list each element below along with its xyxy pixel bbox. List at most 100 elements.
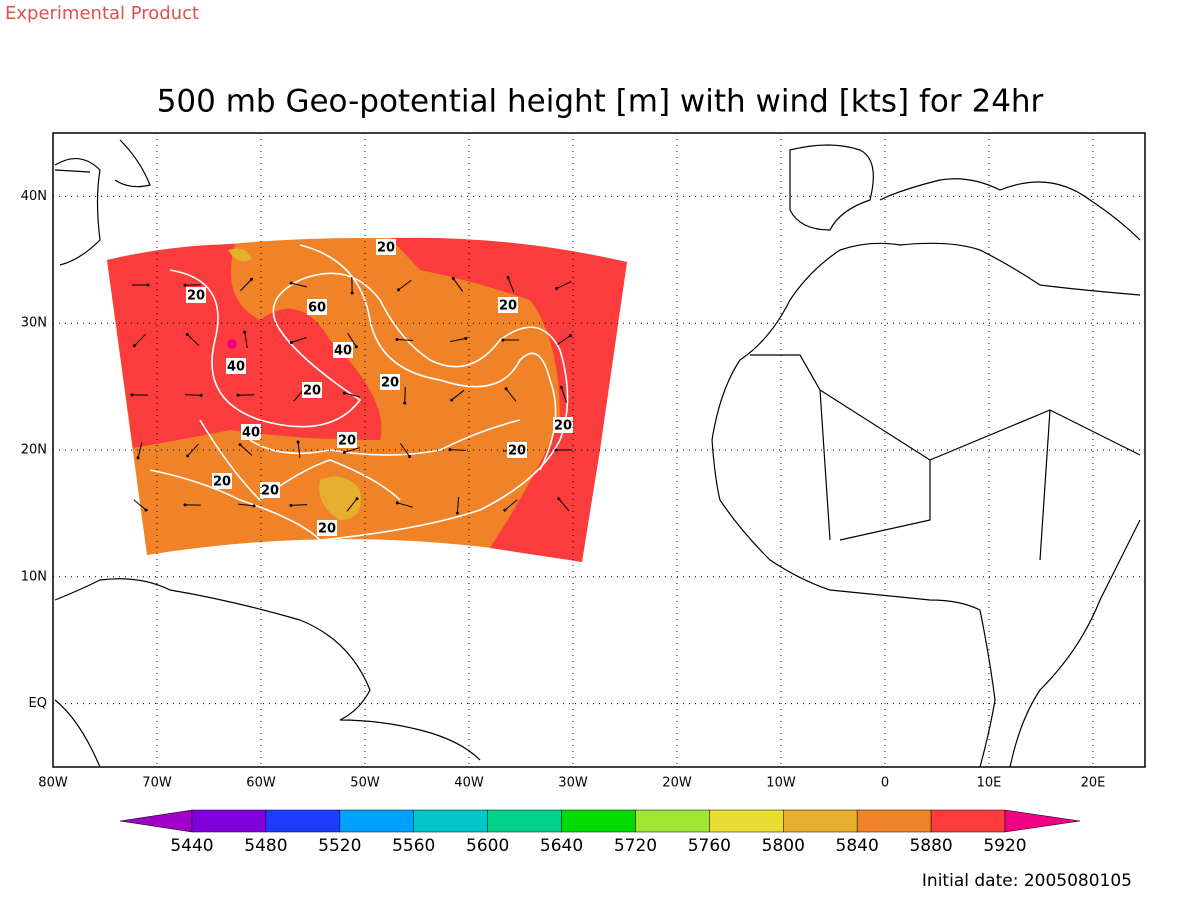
map-frame	[52, 132, 1146, 768]
colorbar-label: 5600	[466, 836, 509, 856]
colorbar-arrow	[119, 809, 193, 833]
colorbar-label: 5800	[762, 836, 805, 856]
wind-arrow-head	[450, 398, 454, 402]
wind-arrow-head	[464, 336, 468, 340]
contour-label: 40	[334, 344, 352, 359]
wind-arrow	[451, 389, 465, 401]
height-shading-high	[390, 237, 627, 562]
contour-label: 40	[227, 360, 245, 375]
wind-arrow-head	[289, 341, 293, 345]
contour-label-bg	[302, 382, 322, 398]
wind-arrow	[186, 334, 200, 346]
wind-arrow-head	[185, 332, 189, 336]
colorbar-label: 5480	[244, 836, 287, 856]
wind-arrow	[187, 443, 199, 457]
wind-arrow-head	[243, 330, 247, 334]
contour-label: 40	[242, 426, 260, 441]
wind-arrow-head	[144, 508, 148, 512]
lon-tick-label: 40W	[454, 776, 484, 791]
wind-arrow-head	[448, 448, 452, 452]
lat-tick-label: 30N	[21, 316, 47, 331]
colorbar-box	[339, 809, 414, 833]
contour-label: 20	[499, 299, 517, 314]
wind-arrow-head	[342, 450, 346, 454]
contour-label-bg	[317, 520, 337, 536]
border	[750, 354, 1141, 561]
wind-contours	[149, 244, 569, 541]
wind-arrow-head	[559, 385, 563, 389]
contour-label-bg	[333, 342, 353, 358]
colorbar-box	[413, 809, 488, 833]
colorbar-box	[635, 809, 710, 833]
colorbar-label: 5520	[318, 836, 361, 856]
wind-arrow-head	[504, 387, 508, 391]
coastline	[711, 242, 1141, 768]
wind-arrow-head	[296, 440, 300, 444]
wind-arrow	[244, 332, 248, 348]
wind-arrow-head	[238, 443, 242, 447]
wind-arrow-head	[183, 503, 187, 507]
wind-arrow	[399, 443, 411, 457]
contour-label-bg	[498, 297, 518, 313]
contour-label-bg	[380, 374, 400, 390]
wind-arrow	[133, 499, 147, 511]
height-max	[227, 339, 237, 349]
lon-tick-label: 80W	[38, 776, 68, 791]
wind-arrow-head	[555, 286, 559, 290]
wind-arrow	[507, 277, 515, 293]
lon-tick-label: 30W	[558, 776, 588, 791]
wind-arrow	[344, 447, 360, 453]
wind-arrow	[505, 388, 517, 402]
wind-arrow	[557, 335, 571, 345]
colorbar-box	[265, 809, 341, 833]
colorbar-label: 5640	[540, 836, 583, 856]
contour-label-bg	[553, 417, 573, 433]
lat-tick-label: 40N	[21, 189, 47, 204]
contour-label-bg	[241, 424, 261, 440]
graticule	[52, 133, 1145, 767]
contour-label-bg	[186, 287, 206, 303]
wind-arrow-head	[350, 291, 354, 295]
wind-arrow	[397, 502, 413, 508]
colorbar: 5440 5480 5520 5560 5600 5640 5720 5760 5800 5840…	[119, 809, 1081, 856]
wind-arrow-head	[289, 281, 293, 285]
wind-arrow	[134, 333, 146, 347]
wind-arrow-head	[408, 455, 412, 459]
wind-arrow-head	[342, 391, 346, 395]
lat-tick-label: EQ	[29, 696, 47, 711]
wind-arrow-head	[354, 345, 358, 349]
wind-arrow	[449, 449, 467, 451]
contour-label: 20	[318, 522, 336, 537]
colorbar-label: 5440	[170, 836, 213, 856]
contour-label: 20	[377, 241, 395, 256]
wind-arrow-head	[554, 448, 558, 452]
contour-label: 20	[381, 376, 399, 391]
map-title: 500 mb Geo-potential height [m] with win…	[157, 84, 1044, 120]
wind-arrow-head	[503, 508, 507, 512]
wind-arrow-head	[146, 283, 150, 287]
colorbar-box	[783, 809, 858, 833]
wind-arrow	[558, 498, 570, 512]
wind-arrow	[240, 278, 252, 292]
wind-arrow	[347, 332, 357, 348]
wind-arrow	[556, 281, 572, 289]
wind-arrow-head	[183, 283, 187, 287]
lon-tick-label: 60W	[246, 776, 276, 791]
wind-arrow	[456, 496, 460, 514]
wind-arrow-head	[397, 288, 401, 292]
wind-arrow	[452, 278, 464, 292]
wind-arrow-head	[451, 277, 455, 281]
colorbar-box	[856, 809, 932, 833]
colorbar-label: 5760	[688, 836, 731, 856]
contour-label-bg	[212, 473, 232, 489]
lon-tick-label: 10W	[766, 776, 796, 791]
contour-label: 20	[187, 289, 205, 304]
wind-arrow-head	[236, 393, 240, 397]
colorbar-label: 5880	[909, 836, 952, 856]
height-shading-low	[228, 248, 252, 262]
contour-label-bg	[337, 432, 357, 448]
colorbar-label: 5560	[392, 836, 435, 856]
contour-label: 20	[213, 475, 231, 490]
colorbar-box	[191, 809, 267, 833]
